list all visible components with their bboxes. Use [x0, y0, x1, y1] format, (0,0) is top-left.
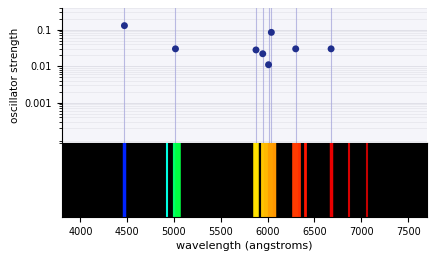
Point: [268, 30, 275, 35]
Point: [172, 47, 179, 51]
Point: [265, 63, 272, 67]
Point: [259, 52, 266, 56]
Y-axis label: oscillator strength: oscillator strength: [10, 28, 20, 123]
Point: [253, 48, 260, 52]
Point: [292, 47, 299, 51]
Point: [121, 24, 128, 28]
Point: [327, 47, 334, 51]
X-axis label: wavelength (angstroms): wavelength (angstroms): [176, 241, 312, 251]
